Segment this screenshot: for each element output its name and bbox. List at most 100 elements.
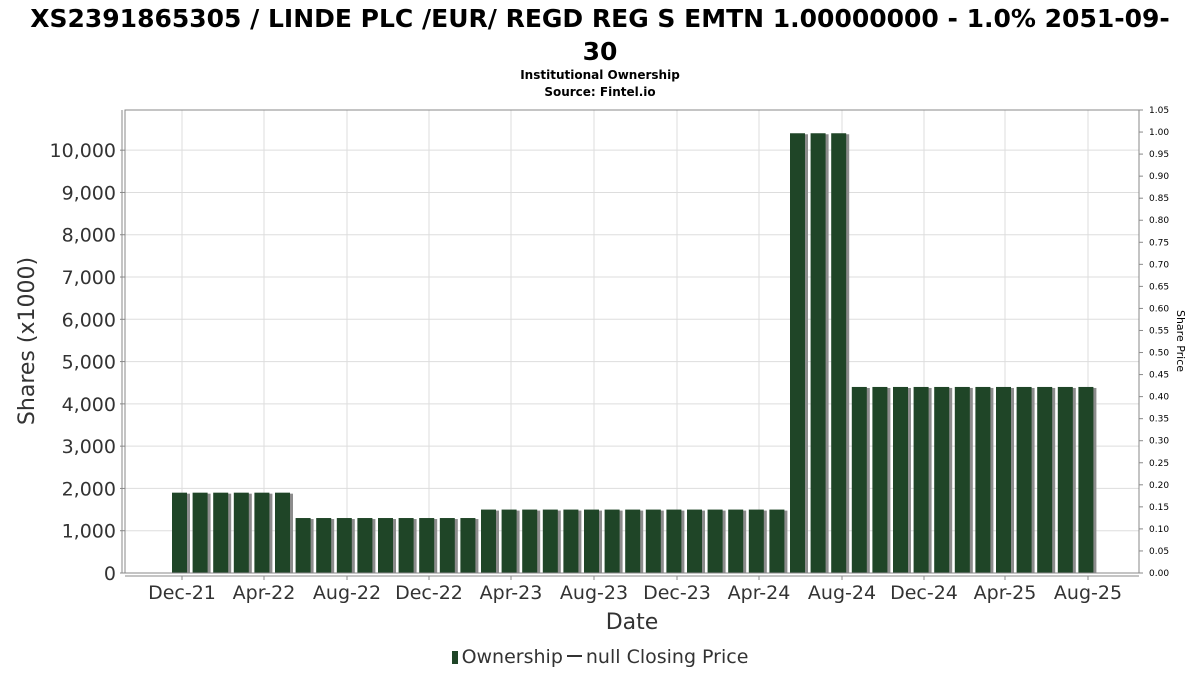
ownership-bar (810, 133, 826, 573)
ownership-bar (1057, 386, 1073, 573)
y-tick-label: 1,000 (62, 521, 116, 543)
y-tick-label: 4,000 (62, 394, 116, 416)
ownership-bar (584, 509, 599, 573)
y-right-tick-label: 0.95 (1149, 150, 1169, 160)
ownership-bar (996, 386, 1011, 573)
chart-title-line1: XS2391865305 / LINDE PLC /EUR/ REGD REG … (30, 4, 1170, 33)
bars (172, 133, 1097, 573)
y-right-tick-label: 0.65 (1149, 282, 1169, 292)
plot-frame (121, 109, 1140, 577)
x-tick-label: Dec-23 (643, 582, 711, 604)
ownership-legend-swatch (451, 651, 458, 664)
y-right-tick-label: 0.20 (1149, 481, 1169, 491)
ownership-bar (275, 492, 290, 573)
ownership-bar (213, 492, 229, 573)
ownership-chart: 0 1,000 2,000 3,000 4,000 5,000 6,000 7,000 8,00… (15, 106, 1187, 635)
ownership-bar (1037, 386, 1053, 573)
chart-title-line2: 30 (582, 37, 618, 66)
ownership-bar (728, 509, 744, 573)
y-right-tick-label: 0.00 (1149, 569, 1169, 579)
ownership-legend-label: Ownership (461, 646, 563, 668)
x-tick-label: Dec-24 (890, 582, 958, 604)
y-right-tick-label: 0.75 (1149, 238, 1169, 248)
y-right-tick-label: 1.05 (1149, 106, 1169, 116)
x-tick-label: Apr-25 (974, 582, 1037, 604)
y-right-tick-label: 0.40 (1149, 393, 1169, 403)
x-tick-label: Dec-22 (395, 582, 463, 604)
price-legend-line (566, 655, 582, 657)
ownership-bar (501, 509, 517, 573)
ownership-bar (645, 509, 661, 573)
x-tick-label: Aug-24 (808, 582, 876, 604)
legend: Ownership null Closing Price (0, 646, 1200, 668)
ownership-bar (872, 386, 888, 573)
x-tick-label: Aug-25 (1054, 582, 1122, 604)
ownership-bar (316, 518, 332, 573)
ownership-bar (1078, 386, 1094, 573)
chart-subtitle: Institutional Ownership (520, 68, 680, 82)
y-right-tick-label: 0.35 (1149, 415, 1169, 425)
ownership-bar (604, 509, 620, 573)
ownership-bar (336, 518, 352, 573)
y-tick-label: 8,000 (62, 225, 116, 247)
x-axis-label: Date (606, 610, 659, 635)
ownership-bar (419, 518, 435, 573)
ownership-bar (851, 386, 867, 573)
x-tick-label: Dec-21 (148, 582, 216, 604)
y-right-tick-label: 0.80 (1149, 216, 1169, 226)
y-right-tick-label: 0.05 (1149, 547, 1169, 557)
y-right-tick-label: 1.00 (1149, 128, 1169, 138)
ownership-bar (1016, 386, 1032, 573)
price-legend-label: null Closing Price (585, 646, 749, 668)
ownership-bar (934, 386, 950, 573)
ownership-bar (687, 509, 702, 573)
y-tick-label: 6,000 (62, 309, 116, 331)
y-right-tick-label: 0.60 (1149, 304, 1169, 314)
plot-border (124, 109, 1140, 574)
ownership-bar (460, 518, 476, 573)
ownership-bar (439, 518, 455, 573)
y-right-tick-label: 0.15 (1149, 503, 1169, 513)
ownership-bar (172, 492, 187, 573)
chart-title: XS2391865305 / LINDE PLC /EUR/ REGD REG … (0, 2, 1200, 68)
ownership-bar (192, 492, 208, 573)
ownership-bar (295, 518, 311, 573)
y-axis-label: Shares (x1000) (15, 257, 40, 425)
y-right-tick-label: 0.10 (1149, 525, 1169, 535)
y-right-tick-label: 0.25 (1149, 459, 1169, 469)
ownership-bar (542, 509, 558, 573)
y-axis-ticks: 0 1,000 2,000 3,000 4,000 5,000 6,000 7,000 8,00… (50, 140, 125, 585)
ownership-bar (748, 509, 764, 573)
ownership-bar (378, 518, 393, 573)
ownership-bar (666, 509, 682, 573)
ownership-bar (893, 386, 908, 573)
y-right-tick-label: 0.30 (1149, 437, 1169, 447)
y-tick-label: 10,000 (50, 140, 116, 162)
y-right-tick-label: 0.70 (1149, 260, 1169, 270)
x-tick-label: Apr-22 (233, 582, 296, 604)
y-tick-label: 2,000 (62, 478, 116, 500)
ownership-bar (563, 509, 579, 573)
ownership-bar (398, 518, 414, 573)
ownership-bar (769, 509, 785, 573)
y-right-axis-label: Share Price (1174, 310, 1187, 372)
ownership-bar (481, 509, 496, 573)
x-tick-label: Apr-24 (728, 582, 791, 604)
chart-source: Source: Fintel.io (544, 85, 656, 99)
ownership-bar (522, 509, 538, 573)
x-axis-ticks: Dec-21 Apr-22 Aug-22 Dec-22 Apr-23 Aug-23 Dec-… (148, 576, 1122, 604)
y-right-tick-label: 0.85 (1149, 194, 1169, 204)
ownership-bar (233, 492, 249, 573)
ownership-bar (707, 509, 723, 573)
y-tick-label: 0 (104, 563, 116, 585)
y-right-tick-label: 0.55 (1149, 326, 1169, 336)
y-tick-label: 3,000 (62, 436, 116, 458)
ownership-bar (975, 386, 991, 573)
ownership-bar (954, 386, 970, 573)
y-tick-label: 7,000 (62, 267, 116, 289)
ownership-bar (790, 133, 805, 573)
ownership-bar (254, 492, 270, 573)
x-tick-label: Aug-22 (313, 582, 381, 604)
x-tick-label: Aug-23 (560, 582, 628, 604)
x-tick-label: Apr-23 (480, 582, 543, 604)
